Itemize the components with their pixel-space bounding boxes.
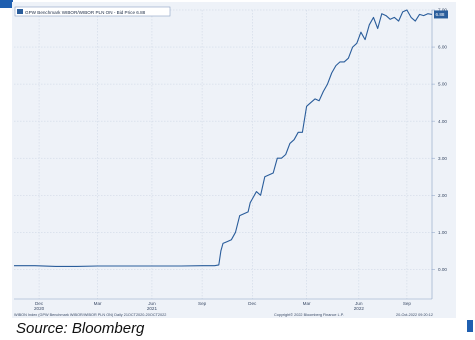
x-tick-label: Dec [248,301,257,306]
y-tick-label: 7.00 [438,8,447,13]
line-chart: GPW Benchmark WIBOR/WIBOR PLN ON - Bid P… [12,2,456,318]
y-axis: 0.00 1.00 2.00 3.00 4.00 5.00 6.00 7.00 [431,8,447,299]
footer-mid: Copyright© 2022 Bloomberg Finance L.P. [274,313,344,317]
header-accent-bar [0,0,13,8]
y-tick-label: 5.00 [438,82,447,87]
last-value-badge: 6.88 [434,10,448,19]
legend-swatch [17,9,23,14]
x-tick-label: Jun [148,301,156,306]
x-tick-label: Sep [198,301,207,306]
legend: GPW Benchmark WIBOR/WIBOR PLN ON - Bid P… [14,6,171,17]
plot-background [12,2,456,318]
series-line [14,9,433,267]
x-tick-label: Mar [94,301,102,306]
y-tick-label: 1.00 [438,230,447,235]
y-tick-label: 2.00 [438,193,447,198]
x-axis: Dec Mar Jun Sep Dec Mar Jun Sep 2020 2021 2022 [14,298,432,311]
x-tick-label: Sep [403,301,412,306]
x-tick-label: Mar [303,301,311,306]
corner-accent-mark [467,320,473,332]
x-year-label: 2020 [34,306,45,311]
last-value-badge-text: 6.88 [436,12,445,17]
x-year-label: 2021 [147,306,158,311]
y-tick-label: 6.00 [438,45,447,50]
legend-box [14,6,171,17]
y-tick-label: 3.00 [438,156,447,161]
legend-label: GPW Benchmark WIBOR/WIBOR PLN ON - Bid P… [25,10,146,15]
chart-frame: GPW Benchmark WIBOR/WIBOR PLN ON - Bid P… [12,2,456,318]
source-caption: Source: Bloomberg [16,320,145,337]
footer-right: 20-Oct-2022 09:20:12 [396,313,433,317]
x-year-label: 2022 [354,306,365,311]
y-tick-label: 4.00 [438,119,447,124]
x-tick-label: Dec [35,301,44,306]
last-value-badge-box [434,10,448,19]
x-tick-label: Jun [355,301,363,306]
y-tick-label: 0.00 [438,267,447,272]
footer-left: WIBON Index (GPW Benchmark WIBOR/WIBOR P… [14,313,166,317]
